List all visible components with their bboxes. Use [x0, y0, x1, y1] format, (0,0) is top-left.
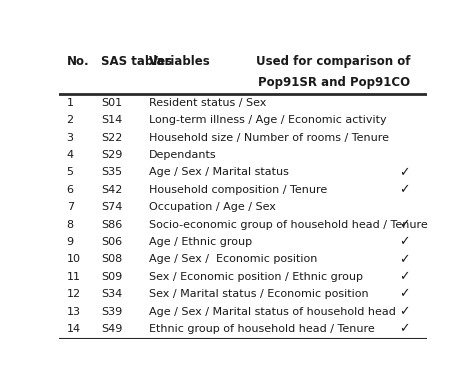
Text: 12: 12 — [66, 289, 81, 299]
Text: 3: 3 — [66, 133, 73, 142]
Text: S29: S29 — [101, 150, 123, 160]
Text: 5: 5 — [66, 167, 73, 178]
Text: S01: S01 — [101, 98, 123, 108]
Text: 14: 14 — [66, 324, 81, 334]
Text: Dependants: Dependants — [149, 150, 217, 160]
Text: 9: 9 — [66, 237, 74, 247]
Text: S42: S42 — [101, 185, 123, 195]
Text: S22: S22 — [101, 133, 123, 142]
Text: Household size / Number of rooms / Tenure: Household size / Number of rooms / Tenur… — [149, 133, 389, 142]
Text: 8: 8 — [66, 219, 74, 230]
Text: ✓: ✓ — [400, 166, 410, 179]
Text: Socio-economic group of household head / Tenure: Socio-economic group of household head /… — [149, 219, 428, 230]
Text: 2: 2 — [66, 115, 74, 125]
Text: Age / Sex / Marital status of household head: Age / Sex / Marital status of household … — [149, 307, 396, 317]
Text: 6: 6 — [66, 185, 73, 195]
Text: Age / Ethnic group: Age / Ethnic group — [149, 237, 252, 247]
Text: No.: No. — [66, 54, 89, 67]
Text: S14: S14 — [101, 115, 123, 125]
Text: Age / Sex / Marital status: Age / Sex / Marital status — [149, 167, 289, 178]
Text: Sex / Economic position / Ethnic group: Sex / Economic position / Ethnic group — [149, 272, 363, 282]
Text: S74: S74 — [101, 202, 123, 212]
Text: S35: S35 — [101, 167, 123, 178]
Text: Resident status / Sex: Resident status / Sex — [149, 98, 267, 108]
Text: Pop91SR and Pop91CO: Pop91SR and Pop91CO — [258, 76, 410, 89]
Text: S49: S49 — [101, 324, 123, 334]
Text: Used for comparison of: Used for comparison of — [255, 54, 410, 67]
Text: 11: 11 — [66, 272, 81, 282]
Text: S39: S39 — [101, 307, 123, 317]
Text: S34: S34 — [101, 289, 123, 299]
Text: 10: 10 — [66, 255, 81, 264]
Text: Sex / Marital status / Economic position: Sex / Marital status / Economic position — [149, 289, 369, 299]
Text: S86: S86 — [101, 219, 123, 230]
Text: ✓: ✓ — [400, 305, 410, 318]
Text: SAS tables: SAS tables — [101, 54, 173, 67]
Text: ✓: ✓ — [400, 218, 410, 231]
Text: Household composition / Tenure: Household composition / Tenure — [149, 185, 328, 195]
Text: Ethnic group of household head / Tenure: Ethnic group of household head / Tenure — [149, 324, 375, 334]
Text: Long-term illness / Age / Economic activity: Long-term illness / Age / Economic activ… — [149, 115, 387, 125]
Text: ✓: ✓ — [400, 235, 410, 248]
Text: Variables: Variables — [149, 54, 211, 67]
Text: 1: 1 — [66, 98, 73, 108]
Text: Age / Sex /  Economic position: Age / Sex / Economic position — [149, 255, 318, 264]
Text: S06: S06 — [101, 237, 123, 247]
Text: ✓: ✓ — [400, 322, 410, 335]
Text: S09: S09 — [101, 272, 123, 282]
Text: ✓: ✓ — [400, 288, 410, 301]
Text: Occupation / Age / Sex: Occupation / Age / Sex — [149, 202, 276, 212]
Text: ✓: ✓ — [400, 253, 410, 266]
Text: S08: S08 — [101, 255, 123, 264]
Text: ✓: ✓ — [400, 183, 410, 196]
Text: ✓: ✓ — [400, 270, 410, 283]
Text: 7: 7 — [66, 202, 74, 212]
Text: 4: 4 — [66, 150, 74, 160]
Text: 13: 13 — [66, 307, 81, 317]
